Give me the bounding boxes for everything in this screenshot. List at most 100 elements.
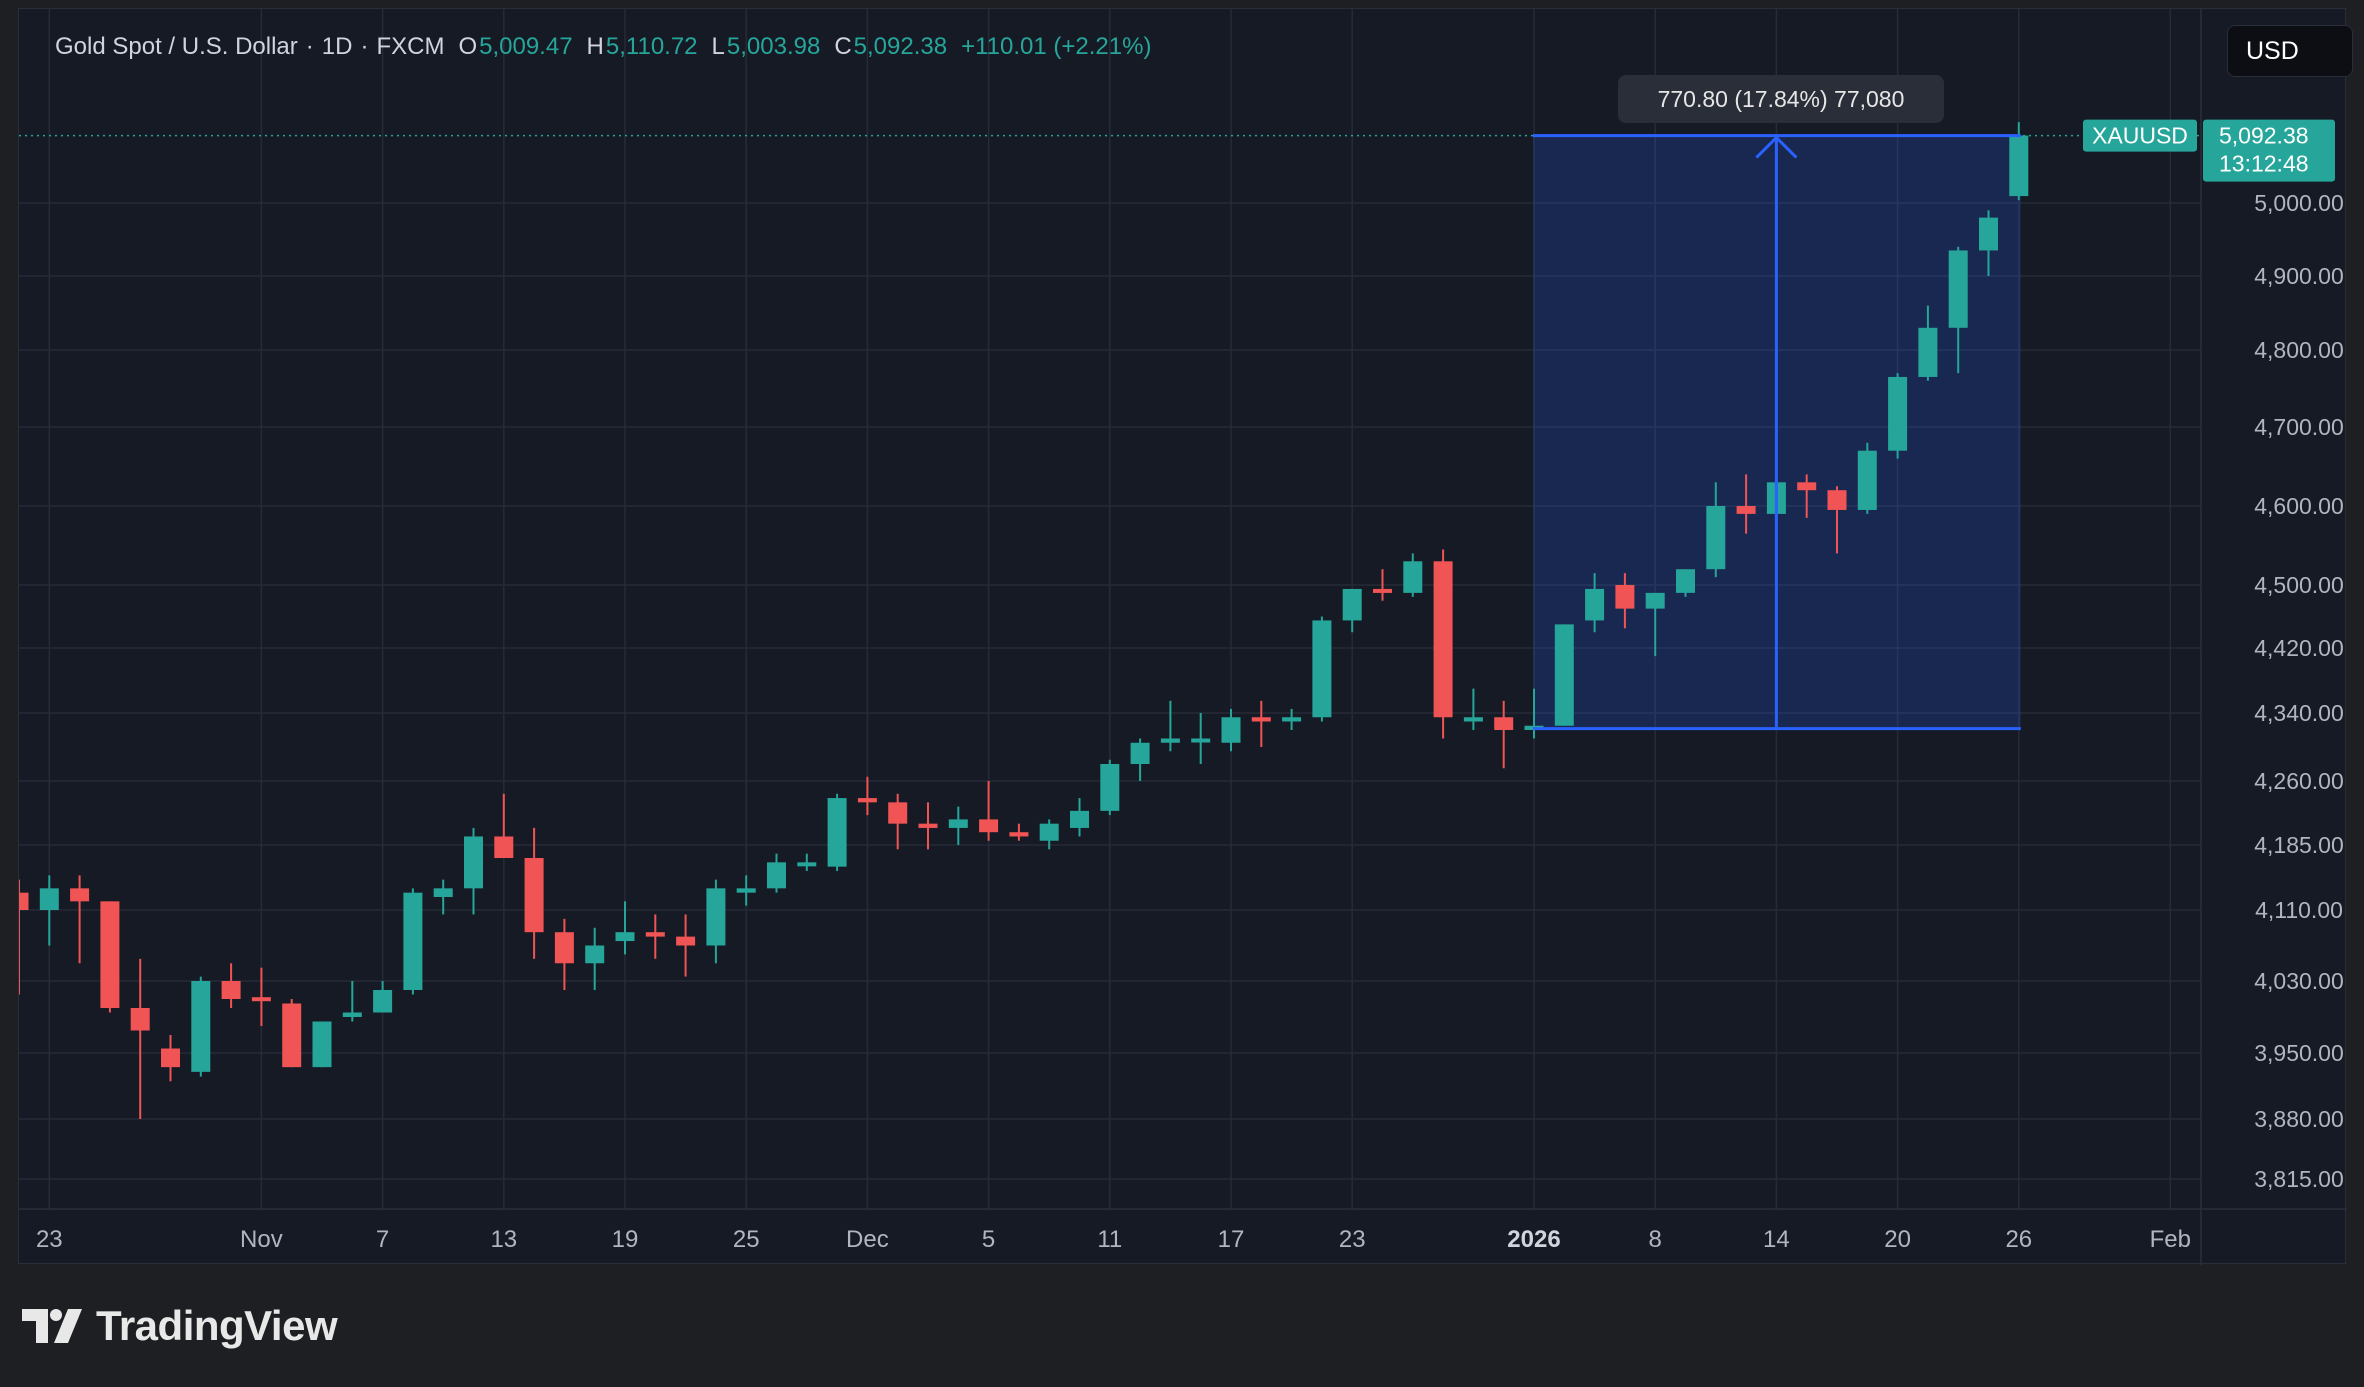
price-tick-label: 4,110.00 xyxy=(2255,897,2343,923)
candle[interactable] xyxy=(19,879,29,995)
candle-body xyxy=(403,892,423,990)
candle[interactable] xyxy=(1433,549,1453,739)
candle-body xyxy=(494,836,514,858)
candle-body xyxy=(1888,376,1908,451)
candle[interactable] xyxy=(1312,616,1332,722)
candle[interactable] xyxy=(767,853,786,893)
candle[interactable] xyxy=(857,776,877,816)
candle[interactable] xyxy=(1463,688,1483,730)
currency-button[interactable]: USD xyxy=(2227,25,2353,77)
candle[interactable] xyxy=(1645,592,1665,657)
candle[interactable] xyxy=(1373,569,1392,601)
candle[interactable] xyxy=(1554,624,1574,726)
candle[interactable] xyxy=(524,827,544,959)
candle[interactable] xyxy=(342,981,362,1022)
candle[interactable] xyxy=(39,875,59,946)
candle[interactable] xyxy=(1221,708,1241,752)
candle[interactable] xyxy=(312,1021,332,1068)
candle[interactable] xyxy=(585,927,605,990)
symbol-legend[interactable]: Gold Spot / U.S. Dollar · 1D · FXCM O 5,0… xyxy=(55,33,1151,61)
price-axis: 5,000.00 4,900.00 4,800.00 4,700.00 4,600.00… xyxy=(2254,190,2344,1192)
candle[interactable] xyxy=(251,967,271,1026)
candle[interactable] xyxy=(464,827,483,915)
candle[interactable] xyxy=(1282,708,1302,730)
time-axis: 23 Nov 7 13 19 25 Dec 5 11 17 23 2026 8 14 20 26 Feb xyxy=(36,1226,2191,1253)
candle[interactable] xyxy=(1979,210,1998,276)
time-tick-label: 19 xyxy=(612,1226,639,1253)
price-tick-label: 3,950.00 xyxy=(2254,1040,2344,1066)
candle[interactable] xyxy=(1888,373,1908,459)
candle[interactable] xyxy=(948,806,968,845)
candlestick-chart[interactable]: 770.80 (17.84%) 77,080 5,000.00 4,900.00 4… xyxy=(19,9,2347,1265)
candle[interactable] xyxy=(736,875,756,906)
candle[interactable] xyxy=(827,793,847,871)
candle[interactable] xyxy=(1494,700,1514,769)
candle[interactable] xyxy=(1342,588,1362,633)
candle[interactable] xyxy=(979,781,999,841)
symbol-name[interactable]: Gold Spot / U.S. Dollar xyxy=(55,33,298,60)
candle[interactable] xyxy=(70,875,90,964)
candle[interactable] xyxy=(282,999,302,1068)
candle-body xyxy=(1100,764,1120,811)
candle-body xyxy=(1676,569,1695,593)
tradingview-logo[interactable]: TradingView xyxy=(22,1302,338,1350)
candle[interactable] xyxy=(645,914,665,959)
time-tick-label: 20 xyxy=(1884,1226,1911,1253)
chart-pane[interactable]: 770.80 (17.84%) 77,080 5,000.00 4,900.00 4… xyxy=(18,8,2353,1265)
low-value: 5,003.98 xyxy=(726,33,821,60)
time-tick-label: 11 xyxy=(1097,1226,1122,1253)
candle[interactable] xyxy=(1857,442,1877,514)
candle-body xyxy=(1585,588,1605,621)
candle[interactable] xyxy=(1615,573,1635,629)
candle[interactable] xyxy=(676,914,696,977)
time-tick-label: 17 xyxy=(1218,1226,1245,1253)
candle[interactable] xyxy=(1797,474,1817,518)
candle[interactable] xyxy=(1676,569,1695,597)
candle[interactable] xyxy=(161,1035,180,1082)
candle[interactable] xyxy=(433,879,453,915)
candle[interactable] xyxy=(797,853,817,871)
candle[interactable] xyxy=(706,879,726,964)
candle-series xyxy=(19,122,2029,1119)
price-tick-label: 4,600.00 xyxy=(2254,493,2344,519)
candle[interactable] xyxy=(494,793,514,858)
time-tick-label: 2026 xyxy=(1507,1226,1560,1253)
candle-body xyxy=(797,862,817,867)
candle[interactable] xyxy=(1827,486,1847,554)
candle[interactable] xyxy=(1009,823,1029,841)
candle[interactable] xyxy=(130,958,150,1119)
candle[interactable] xyxy=(554,918,574,990)
candle[interactable] xyxy=(918,802,938,850)
candle[interactable] xyxy=(191,976,211,1077)
candle[interactable] xyxy=(1191,713,1211,764)
candle[interactable] xyxy=(1130,738,1150,782)
candle[interactable] xyxy=(1039,819,1059,850)
candle[interactable] xyxy=(615,901,635,955)
candle[interactable] xyxy=(1706,482,1726,578)
candle-body xyxy=(1191,738,1211,743)
interval[interactable]: 1D xyxy=(321,33,353,60)
candle[interactable] xyxy=(888,793,908,850)
candle[interactable] xyxy=(1070,798,1089,837)
last-price-value: 5,092.38 xyxy=(2219,123,2309,149)
candle[interactable] xyxy=(1736,474,1756,534)
candle[interactable] xyxy=(373,981,393,1013)
candle[interactable] xyxy=(2009,122,2029,201)
candle[interactable] xyxy=(1100,759,1120,816)
candle[interactable] xyxy=(1948,246,1968,374)
candle-body xyxy=(39,888,59,910)
candle[interactable] xyxy=(100,901,120,1013)
candle[interactable] xyxy=(1251,700,1271,747)
candle[interactable] xyxy=(221,963,241,1008)
candle-body xyxy=(676,936,696,946)
candle-body xyxy=(221,981,241,999)
candle[interactable] xyxy=(1160,700,1180,752)
candle-body xyxy=(1706,506,1726,570)
candle-body xyxy=(1342,588,1362,621)
bar-countdown: 13:12:48 xyxy=(2219,151,2309,177)
candle[interactable] xyxy=(1585,573,1605,633)
candle[interactable] xyxy=(1403,553,1423,597)
candle[interactable] xyxy=(1918,305,1938,381)
price-tick-label: 4,260.00 xyxy=(2254,768,2344,794)
candle[interactable] xyxy=(403,888,423,995)
